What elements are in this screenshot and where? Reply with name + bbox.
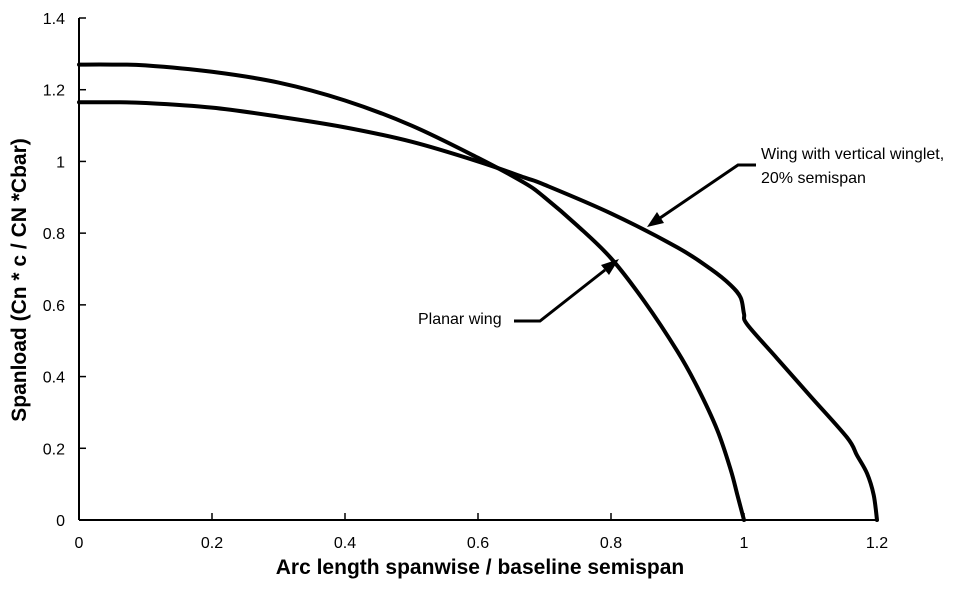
series-line-planar-wing [77, 62, 746, 522]
y-tick-label: 1 [56, 154, 65, 171]
y-tick-label: 0.6 [43, 298, 65, 315]
y-tick-label: 1.4 [43, 11, 65, 28]
x-tick-label: 0.4 [334, 535, 356, 552]
x-tick-group: 0 0.2 0.4 0.6 0.8 1 1.2 [75, 513, 888, 552]
y-tick-label: 1.2 [43, 83, 65, 100]
annotation-planar: Planar wing [418, 259, 619, 328]
y-tick-label: 0.8 [43, 226, 65, 243]
series-group [77, 62, 879, 522]
x-tick-label: 0.6 [467, 535, 489, 552]
x-axis-title: Arc length spanwise / baseline semispan [276, 556, 684, 579]
y-tick-label: 0 [56, 513, 65, 530]
x-axis: 0 0.2 0.4 0.6 0.8 1 1.2 [75, 513, 888, 552]
y-tick-label: 0.4 [43, 370, 65, 387]
x-tick-label: 1.2 [866, 535, 888, 552]
y-tick-label: 0.2 [43, 441, 65, 458]
annotation-planar-arrowhead [601, 259, 619, 275]
annotation-planar-leader [514, 268, 606, 323]
annotation-winglet: Wing with vertical winglet, 20% semispan [647, 146, 944, 227]
x-tick-label: 1 [740, 535, 749, 552]
annotation-winglet-line-2: 20% semispan [761, 170, 866, 187]
y-tick-group: 0 0.2 0.4 0.6 0.8 1 1.2 1.4 [43, 11, 86, 530]
x-tick-label: 0.2 [201, 535, 223, 552]
annotation-winglet-line-1: Wing with vertical winglet, [761, 146, 944, 163]
y-axis-title: Spanload (Cn * c / CN *Cbar) [8, 138, 31, 422]
annotation-planar-line-1: Planar wing [418, 311, 502, 328]
annotation-winglet-leader [659, 163, 756, 220]
x-tick-label: 0.8 [600, 535, 622, 552]
annotation-winglet-arrowhead [647, 212, 664, 227]
x-tick-label: 0 [75, 535, 84, 552]
y-axis: 0 0.2 0.4 0.6 0.8 1 1.2 1.4 [43, 11, 86, 530]
series-line-wing-with-winglet [77, 100, 879, 522]
